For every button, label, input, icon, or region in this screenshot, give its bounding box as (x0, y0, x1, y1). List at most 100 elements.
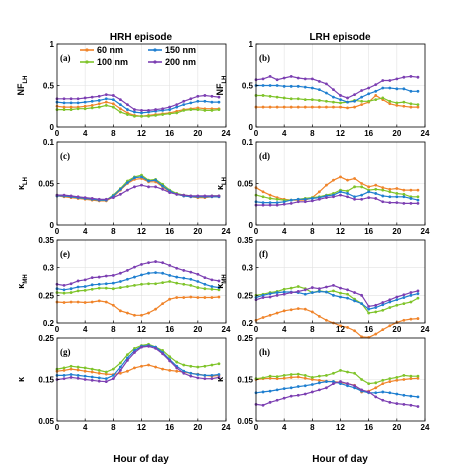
data-point (62, 291, 66, 295)
data-point (175, 360, 179, 364)
data-point (154, 185, 157, 189)
data-point (409, 317, 413, 321)
data-point (189, 108, 193, 111)
data-point (104, 197, 108, 201)
data-point (388, 380, 392, 383)
data-point (261, 403, 265, 407)
data-point (289, 97, 293, 101)
data-point (402, 188, 406, 192)
data-point (332, 88, 335, 92)
data-point (346, 192, 349, 195)
data-point (104, 97, 108, 101)
x-tick-label: 12 (336, 423, 345, 432)
data-point (416, 75, 420, 79)
data-point (339, 101, 342, 105)
data-point (90, 300, 94, 304)
data-point (261, 376, 265, 380)
data-point (332, 293, 335, 297)
data-point (182, 276, 186, 280)
data-point (83, 366, 87, 370)
data-point (196, 376, 200, 380)
data-point (182, 109, 186, 112)
data-point (360, 182, 364, 185)
data-point (409, 102, 413, 106)
data-point (133, 176, 136, 180)
data-point (62, 105, 66, 109)
x-tick-label: 4 (83, 325, 88, 334)
data-point (388, 195, 392, 199)
legend-marker (85, 48, 89, 52)
data-point (402, 100, 406, 104)
data-point (360, 197, 364, 201)
data-point (325, 290, 328, 294)
data-point (310, 291, 314, 294)
data-point (62, 377, 66, 381)
data-point (402, 195, 406, 199)
data-point (339, 190, 342, 194)
data-point (168, 359, 172, 363)
data-point (282, 200, 286, 204)
panel-a: 0 4 8 12 16 20 24 0 0.5 1 (a) NFLH (16, 40, 231, 138)
data-point (367, 305, 371, 308)
data-point (325, 285, 328, 289)
data-point (203, 99, 207, 103)
data-point (353, 105, 356, 109)
data-point (203, 287, 207, 291)
data-point (104, 372, 108, 376)
data-point (147, 271, 150, 275)
data-point (189, 374, 193, 378)
data-point (317, 79, 321, 83)
data-point (296, 307, 300, 311)
data-point (126, 359, 129, 362)
data-point (296, 385, 300, 388)
data-point (381, 96, 385, 100)
data-point (346, 292, 349, 296)
data-point (346, 189, 349, 193)
data-point (268, 389, 272, 393)
data-point (310, 197, 314, 200)
data-point (76, 101, 80, 105)
data-point (189, 371, 193, 375)
data-point (182, 99, 186, 103)
data-point (339, 94, 342, 97)
data-point (97, 371, 101, 375)
series-100-nm (254, 94, 420, 106)
data-point (90, 106, 94, 110)
series-100-nm (254, 368, 420, 386)
data-point (76, 300, 80, 304)
data-point (261, 390, 265, 394)
data-point (303, 392, 307, 396)
x-tick-label: 24 (421, 129, 430, 138)
data-point (168, 105, 172, 109)
x-tick-label: 0 (254, 423, 259, 432)
data-point (416, 376, 420, 380)
data-point (126, 269, 129, 272)
data-point (62, 193, 66, 197)
x-tick-label: 0 (254, 227, 259, 236)
x-tick-label: 0 (254, 325, 259, 334)
data-point (189, 101, 193, 105)
data-point (69, 373, 73, 376)
data-point (76, 368, 80, 372)
panel-label: (a) (60, 53, 71, 63)
data-point (69, 101, 73, 105)
data-point (367, 99, 371, 103)
data-point (353, 329, 356, 333)
data-point (62, 101, 66, 105)
data-point (203, 109, 207, 112)
data-point (147, 311, 150, 315)
data-point (317, 190, 321, 194)
panel-label: (f) (259, 249, 268, 259)
data-point (325, 99, 328, 103)
series-line (256, 84, 418, 103)
data-point (118, 110, 122, 114)
data-point (217, 295, 221, 299)
data-point (69, 105, 73, 109)
data-point (111, 303, 115, 307)
data-point (126, 353, 129, 356)
data-point (90, 104, 94, 107)
x-tick-label: 8 (310, 325, 315, 334)
data-point (310, 310, 314, 314)
data-point (111, 281, 115, 285)
data-point (282, 387, 286, 391)
